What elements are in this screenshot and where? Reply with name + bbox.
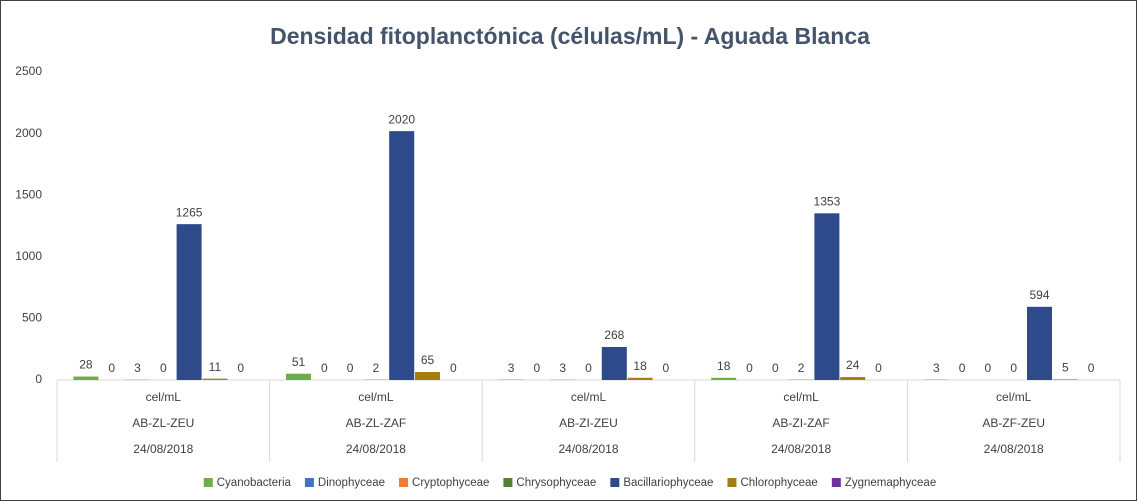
x-category-label: cel/mL	[358, 390, 394, 404]
value-label: 268	[604, 328, 624, 342]
value-label: 3	[559, 361, 566, 375]
x-category-label: AB-ZI-ZAF	[772, 416, 829, 430]
value-label: 51	[292, 355, 306, 369]
value-label: 1353	[814, 194, 841, 208]
value-label: 0	[108, 361, 115, 375]
value-label: 24	[846, 358, 860, 372]
bar	[389, 131, 415, 380]
bar	[415, 371, 440, 380]
legend-swatch	[399, 478, 409, 487]
value-label: 0	[772, 361, 779, 375]
legend-swatch	[203, 478, 213, 487]
legend-label: Zygnemaphyceae	[845, 477, 936, 489]
value-label: 2	[798, 361, 805, 375]
bar	[73, 376, 99, 380]
value-label: 0	[237, 361, 244, 375]
x-category-label: 24/08/2018	[133, 442, 193, 456]
value-label: 0	[321, 361, 328, 375]
value-label: 2	[373, 361, 380, 375]
y-tick-label: 0	[35, 372, 42, 386]
value-label: 0	[985, 361, 992, 375]
bar	[711, 377, 737, 380]
bar	[1027, 306, 1052, 380]
value-label: 0	[875, 361, 882, 375]
y-tick-label: 1500	[15, 187, 42, 201]
legend-swatch	[610, 478, 620, 487]
bar	[601, 346, 627, 380]
value-label: 3	[508, 361, 515, 375]
legend-swatch	[831, 478, 841, 487]
x-category-label: 24/08/2018	[346, 442, 406, 456]
legend-swatch	[727, 478, 737, 487]
value-label: 594	[1029, 288, 1049, 302]
value-label: 3	[933, 361, 940, 375]
bar	[286, 373, 311, 380]
value-label: 0	[1010, 361, 1017, 375]
value-label: 0	[959, 361, 966, 375]
y-tick-label: 1000	[15, 249, 42, 263]
x-category-label: 24/08/2018	[771, 442, 831, 456]
value-label: 2020	[388, 112, 415, 126]
y-tick-label: 500	[22, 311, 42, 325]
value-label: 0	[160, 361, 167, 375]
x-category-label: AB-ZI-ZEU	[559, 416, 618, 430]
value-label: 28	[79, 358, 93, 372]
value-label: 3	[134, 361, 141, 375]
value-label: 0	[450, 361, 457, 375]
value-label: 0	[534, 361, 541, 375]
x-category-label: AB-ZL-ZEU	[132, 416, 194, 430]
x-category-label: AB-ZF-ZEU	[982, 416, 1045, 430]
legend-swatch	[503, 478, 513, 487]
bar	[627, 377, 653, 380]
bar	[840, 377, 866, 380]
bar	[176, 224, 202, 380]
x-category-label: 24/08/2018	[558, 442, 618, 456]
value-label: 0	[1088, 361, 1095, 375]
x-category-label: cel/mL	[146, 390, 182, 404]
value-label: 18	[717, 359, 731, 373]
legend-label: Bacillariophyceae	[623, 477, 713, 489]
x-category-label: AB-ZL-ZAF	[346, 416, 407, 430]
bar	[1052, 379, 1078, 380]
value-label: 18	[633, 359, 647, 373]
value-label: 5	[1062, 361, 1069, 375]
legend-swatch	[304, 478, 314, 487]
y-tick-label: 2500	[15, 64, 42, 78]
x-category-label: cel/mL	[783, 390, 819, 404]
legend-label: Dinophyceae	[318, 477, 385, 489]
value-label: 0	[746, 361, 753, 375]
legend-label: Chlorophyceae	[740, 477, 817, 489]
legend-label: Cyanobacteria	[217, 477, 292, 489]
y-tick-label: 2000	[15, 126, 42, 140]
bar	[202, 378, 228, 380]
value-label: 65	[421, 353, 435, 367]
chart-title: Densidad fitoplanctónica (células/mL) - …	[270, 23, 870, 49]
x-category-label: cel/mL	[571, 390, 607, 404]
x-category-label: cel/mL	[996, 390, 1032, 404]
value-label: 11	[209, 360, 222, 374]
value-label: 0	[585, 361, 592, 375]
value-label: 0	[347, 361, 354, 375]
value-label: 1265	[176, 205, 203, 219]
value-label: 0	[663, 361, 670, 375]
legend-label: Chrysophyceae	[516, 477, 596, 489]
legend-label: Cryptophyceae	[412, 477, 489, 489]
x-category-label: 24/08/2018	[984, 442, 1044, 456]
bar	[814, 213, 840, 380]
